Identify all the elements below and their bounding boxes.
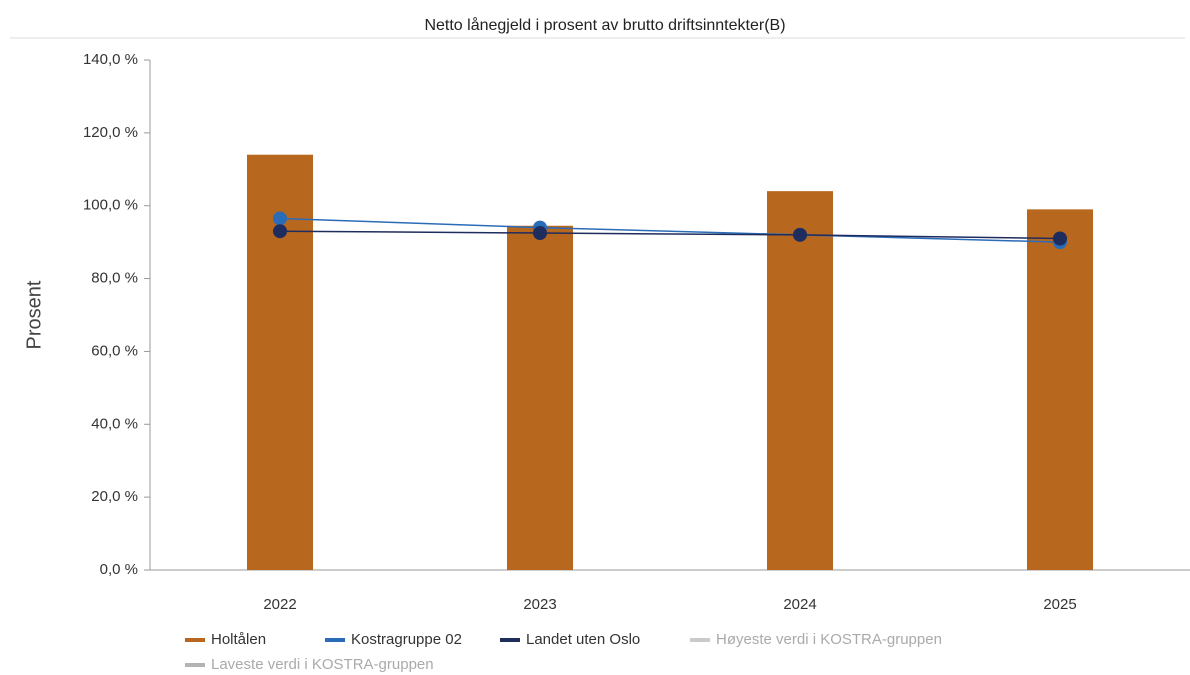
legend-label: Landet uten Oslo <box>526 631 640 648</box>
point <box>533 226 547 241</box>
legend-label: Kostragruppe 02 <box>351 631 462 648</box>
y-tick-label: 20,0 % <box>91 488 138 505</box>
y-tick-label: 140,0 % <box>83 51 138 68</box>
x-tick-label: 2025 <box>1043 596 1076 613</box>
legend-label: Laveste verdi i KOSTRA-gruppen <box>211 656 434 673</box>
x-tick-label: 2022 <box>263 596 296 613</box>
chart-title: Netto lånegjeld i prosent av brutto drif… <box>424 16 785 34</box>
line <box>279 217 1061 243</box>
bar <box>507 225 573 570</box>
y-tick-label: 80,0 % <box>91 270 138 287</box>
line <box>279 230 1061 240</box>
point <box>1053 231 1067 246</box>
point <box>273 224 287 239</box>
y-tick-label: 60,0 % <box>91 342 138 359</box>
y-tick-label: 100,0 % <box>83 197 138 214</box>
y-tick-label: 0,0 % <box>100 561 138 578</box>
bar <box>1027 209 1093 570</box>
bar <box>767 191 833 570</box>
x-tick-label: 2023 <box>523 596 556 613</box>
point <box>793 227 807 242</box>
point <box>273 211 287 226</box>
y-tick-label: 120,0 % <box>83 124 138 141</box>
legend-label: Høyeste verdi i KOSTRA-gruppen <box>716 631 942 648</box>
y-tick-label: 40,0 % <box>91 415 138 432</box>
x-tick-label: 2024 <box>783 596 816 613</box>
legend-label: Holtålen <box>211 631 266 648</box>
y-axis-label: Prosent <box>23 280 45 349</box>
